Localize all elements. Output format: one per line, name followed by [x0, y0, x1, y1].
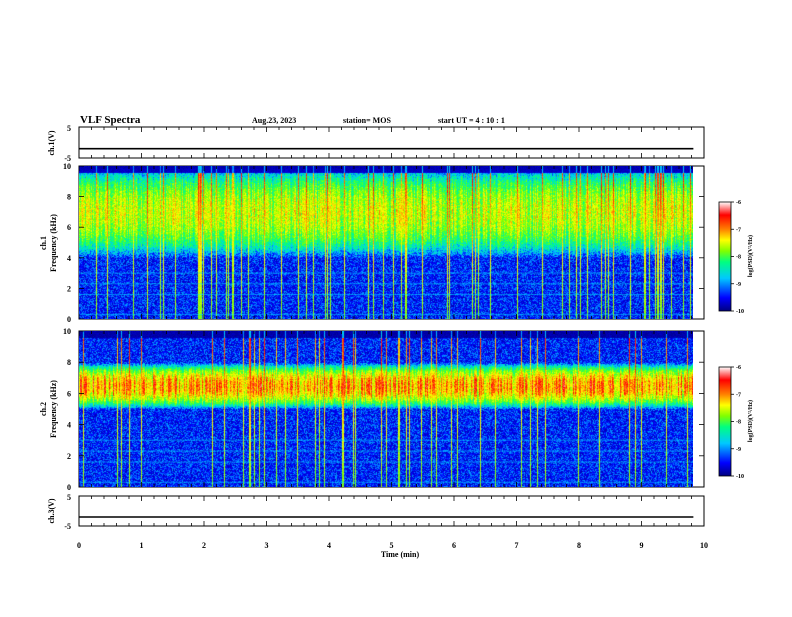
- time-tick-label: 0: [77, 541, 81, 550]
- ch3-waveform-ylabel: ch.3(V): [47, 498, 56, 523]
- time-tick-label: 5: [390, 541, 394, 550]
- ch1-colorbar: -6 -7 -8 -9 -10 log(PSD)(V²/Hz): [718, 200, 754, 315]
- ch1-ytick-top: 5: [67, 124, 71, 133]
- ch1-colorbar-label: log(PSD)(V²/Hz): [747, 235, 754, 277]
- ch3-waveform-panel: 5 -5 ch.3(V): [47, 493, 705, 531]
- ch2-cb-tick-label: -7: [736, 392, 741, 398]
- ch2-cb-tick-label: -10: [736, 474, 744, 480]
- ch2-spectrogram-image: [79, 331, 693, 487]
- ch1-cb-tick-label: -6: [736, 200, 741, 206]
- ch2-spectrogram-ticks: [78, 331, 705, 487]
- station-label: station= MOS: [343, 116, 391, 125]
- ch2-ylabel-channel: ch.2: [39, 402, 48, 416]
- ch1-freq-tick-label: 10: [63, 162, 71, 171]
- ch2-cb-tick-label: -8: [736, 420, 741, 426]
- time-tick-label: 9: [640, 541, 644, 550]
- ch1-ylabel-frequency: Frequency (kHz): [49, 214, 58, 272]
- ch2-cb-tick-label: -6: [736, 365, 741, 371]
- ch1-freq-tick-label: 8: [67, 193, 71, 202]
- time-tick-label: 8: [577, 541, 581, 550]
- ch1-cb-tick-label: -7: [736, 227, 741, 233]
- ch1-spectrogram-ticks: [78, 166, 705, 319]
- ch1-cb-tick-label: -9: [736, 282, 741, 288]
- time-tick-label: 7: [515, 541, 519, 550]
- ch1-cb-tick-label: -8: [736, 255, 741, 261]
- ch1-spectrogram-image: [79, 166, 693, 319]
- ch2-freq-tick-label: 2: [67, 452, 71, 461]
- ch3-waveform-ticks: [78, 496, 705, 526]
- ch2-freq-tick-label: 10: [63, 327, 71, 336]
- ch2-freq-tick-label: 0: [67, 483, 71, 492]
- ch2-freq-tick-label: 4: [67, 421, 71, 430]
- time-tick-label: 1: [140, 541, 144, 550]
- ch2-spectrogram-panel: 0 2 4 6 8 10 ch.2 Frequency (kHz): [39, 327, 705, 492]
- figure-title: VLF Spectra: [80, 114, 141, 126]
- ch2-freq-tick-label: 8: [67, 358, 71, 367]
- ch1-freq-tick-label: 4: [67, 254, 71, 263]
- ch2-frequency-tick-labels: 0 2 4 6 8 10: [63, 327, 704, 492]
- time-tick-label: 6: [452, 541, 456, 550]
- time-tick-label: 2: [202, 541, 206, 550]
- ch2-colorbar-label: log(PSD)(V²/Hz): [747, 400, 754, 442]
- ch1-waveform-ticks: [78, 127, 705, 158]
- ch2-colorbar-scale: [718, 366, 732, 477]
- ch1-colorbar-ticks: -6 -7 -8 -9 -10: [731, 200, 744, 315]
- date-label: Aug.23, 2023: [252, 116, 296, 125]
- ch2-colorbar: -6 -7 -8 -9 -10 log(PSD)(V²/Hz): [718, 365, 754, 480]
- ch2-ylabel-frequency: Frequency (kHz): [49, 380, 58, 438]
- ch1-ylabel-channel: ch.1: [39, 236, 48, 250]
- ch1-waveform-panel: 5 -5 ch.1(V): [47, 124, 705, 163]
- ch3-ytick-top: 5: [67, 493, 71, 502]
- ch1-waveform-ylabel: ch.1(V): [47, 130, 56, 155]
- ch2-freq-tick-label: 6: [67, 389, 71, 398]
- ch2-colorbar-ticks: -6 -7 -8 -9 -10: [731, 365, 744, 480]
- ch3-ytick-bottom: -5: [64, 522, 71, 531]
- ch1-spectrogram-panel: 0 2 4 6 8 10 ch.1 Frequency (kHz): [39, 162, 705, 324]
- ch1-frequency-tick-labels: 0 2 4 6 8 10: [63, 162, 704, 324]
- time-tick-label: 4: [327, 541, 331, 550]
- time-tick-label: 3: [265, 541, 269, 550]
- time-axis-tick-labels: 0 1 2 3 4 5 6 7 8 9 10: [77, 541, 708, 550]
- time-tick-label: 10: [700, 541, 708, 550]
- ch2-cb-tick-label: -9: [736, 447, 741, 453]
- ch1-ytick-bottom: -5: [64, 154, 71, 163]
- ch1-colorbar-scale: [718, 201, 732, 312]
- ch1-freq-tick-label: 6: [67, 223, 71, 232]
- time-axis-label: Time (min): [381, 550, 420, 559]
- ch1-freq-tick-label: 2: [67, 284, 71, 293]
- ch1-freq-tick-label: 0: [67, 315, 71, 324]
- ch1-cb-tick-label: -10: [736, 309, 744, 315]
- start-ut-label: start UT = 4 : 10 : 1: [438, 116, 505, 125]
